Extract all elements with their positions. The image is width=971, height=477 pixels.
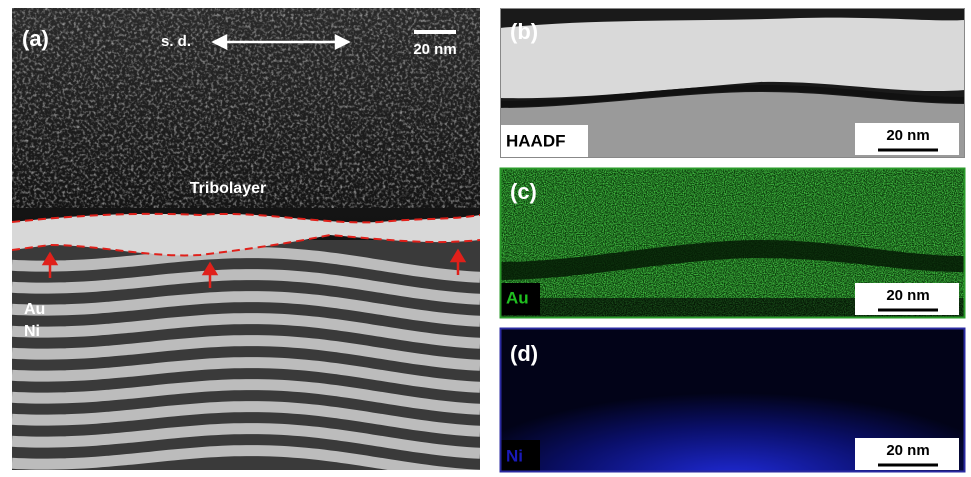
- scale-bar-label: 20 nm: [413, 41, 456, 58]
- panel-a: (a) s. d. 20 nm Tribolayer Au Ni: [12, 8, 480, 475]
- signal-label: HAADF: [506, 131, 566, 150]
- panel-d: (d) Ni 20 nm: [500, 328, 965, 472]
- panel-c: (c) Au 20 nm: [500, 168, 965, 318]
- scale-bar-label: 20 nm: [886, 287, 929, 304]
- annotation: Tribolayer: [190, 180, 266, 197]
- annotation: Ni: [24, 323, 40, 340]
- figure: (a) s. d. 20 nm Tribolayer Au Ni (b) HAA…: [0, 0, 971, 477]
- panel-label: (d): [510, 341, 538, 366]
- panel-label: (c): [510, 179, 537, 204]
- signal-label: Ni: [506, 446, 523, 465]
- scale-bar-label: 20 nm: [886, 127, 929, 144]
- signal-label: Au: [506, 288, 529, 307]
- panel-label: (a): [22, 26, 49, 51]
- panel-label: (b): [510, 19, 538, 44]
- annotation: Au: [24, 301, 45, 318]
- direction-label: s. d.: [161, 33, 191, 50]
- scale-bar-label: 20 nm: [886, 442, 929, 459]
- panel-b: (b) HAADF 20 nm: [500, 8, 965, 158]
